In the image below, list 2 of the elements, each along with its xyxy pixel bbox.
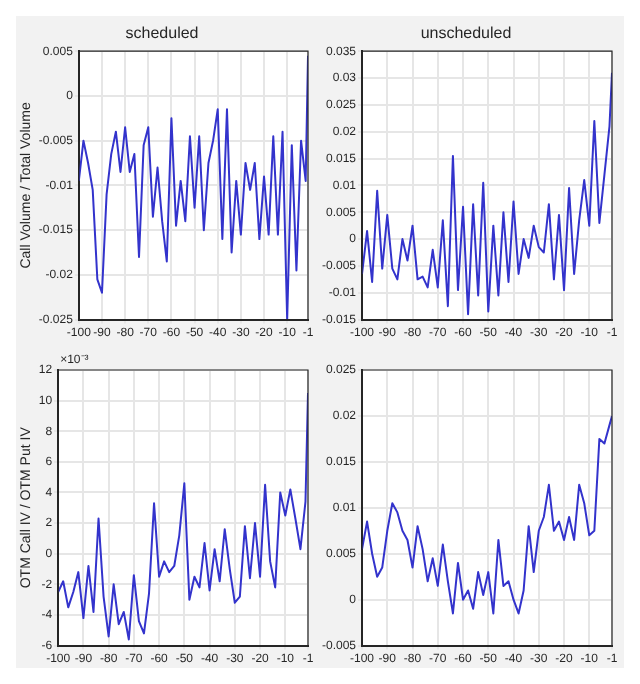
chart-title: unscheduled (420, 24, 512, 43)
chart-title: scheduled (125, 24, 199, 43)
